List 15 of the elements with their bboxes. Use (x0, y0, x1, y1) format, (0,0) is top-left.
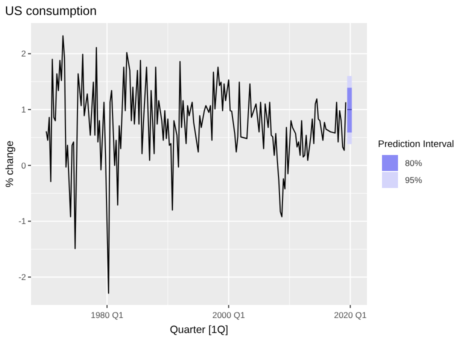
y-tick-label: 2 (21, 48, 26, 59)
legend-label: 95% (405, 175, 422, 185)
legend-label: 80% (405, 158, 422, 168)
chart-title: US consumption (5, 4, 97, 18)
legend-title: Prediction Interval (378, 139, 454, 150)
x-tick-label: 1980 Q1 (90, 310, 124, 320)
x-tick-label: 2020 Q1 (334, 310, 367, 320)
x-axis-title: Quarter [1Q] (170, 324, 228, 336)
y-tick-label: 1 (21, 104, 26, 115)
y-tick-label: -1 (18, 216, 26, 226)
x-tick-label: 2000 Q1 (212, 310, 246, 320)
y-tick-label: -2 (18, 272, 26, 282)
line-series (46, 35, 346, 294)
y-tick-label: 0 (21, 160, 26, 170)
y-axis-title: % change (4, 140, 16, 188)
